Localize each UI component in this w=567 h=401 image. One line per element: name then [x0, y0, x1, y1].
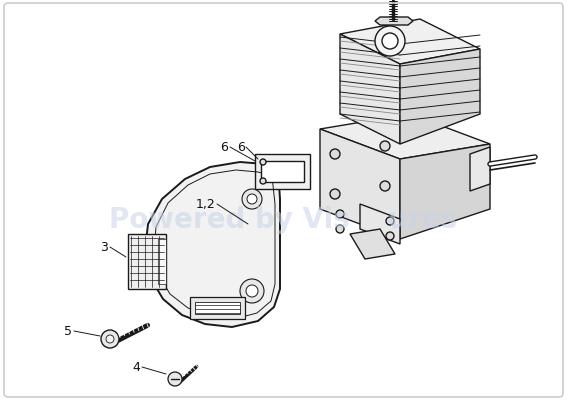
- Bar: [261, 162, 304, 182]
- Circle shape: [247, 194, 257, 205]
- Circle shape: [106, 335, 114, 343]
- Text: 6: 6: [220, 141, 228, 154]
- Polygon shape: [340, 35, 400, 145]
- Text: 6: 6: [237, 141, 245, 154]
- Circle shape: [242, 190, 262, 209]
- Circle shape: [386, 217, 394, 225]
- Circle shape: [330, 150, 340, 160]
- Circle shape: [336, 225, 344, 233]
- Polygon shape: [400, 145, 490, 239]
- Text: 4: 4: [132, 360, 140, 374]
- Circle shape: [380, 182, 390, 192]
- Circle shape: [260, 160, 266, 166]
- Circle shape: [375, 27, 405, 57]
- Polygon shape: [320, 130, 400, 239]
- Polygon shape: [400, 50, 480, 145]
- Bar: [195, 302, 240, 314]
- Polygon shape: [145, 162, 280, 327]
- Polygon shape: [320, 115, 490, 160]
- Circle shape: [240, 279, 264, 303]
- Bar: [255, 155, 310, 190]
- Circle shape: [101, 330, 119, 348]
- Circle shape: [246, 285, 258, 297]
- Text: 5: 5: [64, 325, 72, 338]
- Polygon shape: [470, 148, 490, 192]
- Polygon shape: [350, 229, 395, 259]
- Polygon shape: [375, 18, 413, 26]
- Text: 3: 3: [100, 241, 108, 254]
- Polygon shape: [340, 20, 480, 65]
- Circle shape: [330, 190, 340, 200]
- Text: Powered by Vis    ures: Powered by Vis ures: [109, 205, 457, 233]
- Circle shape: [382, 34, 398, 50]
- Circle shape: [380, 142, 390, 152]
- Circle shape: [386, 233, 394, 241]
- Circle shape: [260, 178, 266, 184]
- Circle shape: [336, 211, 344, 219]
- Text: 1,2: 1,2: [195, 198, 215, 211]
- Polygon shape: [360, 205, 400, 244]
- Bar: [158, 239, 166, 284]
- Bar: [128, 235, 166, 289]
- Bar: [190, 297, 245, 319]
- Circle shape: [168, 372, 182, 386]
